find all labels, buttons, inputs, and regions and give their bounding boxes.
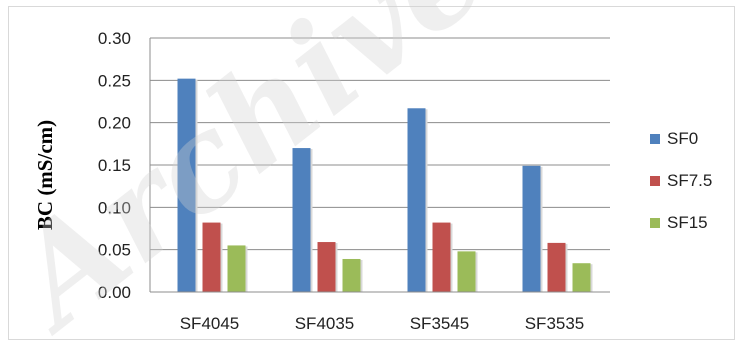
bar-sf0-sf3535 bbox=[522, 165, 541, 292]
x-tick-label: SF4045 bbox=[180, 314, 240, 333]
y-tick-label: 0.20 bbox=[98, 114, 131, 133]
y-tick-label: 0.15 bbox=[98, 156, 131, 175]
axes: 0.00 0.05 0.10 0.15 0.20 0.25 0.30 SF4045 SF4035… bbox=[98, 29, 610, 333]
bars bbox=[177, 78, 593, 292]
bar-sf15-sf4045 bbox=[227, 245, 246, 292]
bar-sf0-sf3545 bbox=[407, 108, 426, 292]
bar-sf0-sf4045 bbox=[177, 78, 196, 292]
bar-sf15-sf3535 bbox=[572, 263, 591, 292]
y-tick-label: 0.30 bbox=[98, 29, 131, 48]
legend-label: SF15 bbox=[667, 213, 708, 232]
bar-sf7-5-sf3535 bbox=[547, 242, 566, 292]
legend-swatch bbox=[650, 176, 660, 186]
watermark: Archive bbox=[0, 0, 513, 346]
bar-sf0-sf4035 bbox=[292, 148, 311, 292]
bar-sf7-5-sf4035 bbox=[317, 242, 336, 292]
y-axis-title: BC (mS/cm) bbox=[33, 120, 57, 230]
chart-frame bbox=[8, 6, 735, 340]
bar-sf7-5-sf4045 bbox=[202, 222, 221, 292]
y-tick-label: 0.25 bbox=[98, 71, 131, 90]
x-tick-label: SF3535 bbox=[525, 314, 585, 333]
legend: SF0 SF7.5 SF15 bbox=[650, 129, 712, 232]
x-tick-label: SF4035 bbox=[295, 314, 355, 333]
y-tick-label: 0.10 bbox=[98, 198, 131, 217]
bar-sf15-sf3545 bbox=[457, 251, 476, 292]
legend-swatch bbox=[650, 134, 660, 144]
y-tick-label: 0.05 bbox=[98, 241, 131, 260]
legend-label: SF0 bbox=[667, 129, 698, 148]
x-tick-label: SF3545 bbox=[410, 314, 470, 333]
bar-sf15-sf4035 bbox=[342, 258, 361, 292]
legend-swatch bbox=[650, 218, 660, 228]
legend-label: SF7.5 bbox=[667, 171, 712, 190]
y-tick-label: 0.00 bbox=[98, 283, 131, 302]
bar-sf7-5-sf3545 bbox=[432, 222, 451, 292]
